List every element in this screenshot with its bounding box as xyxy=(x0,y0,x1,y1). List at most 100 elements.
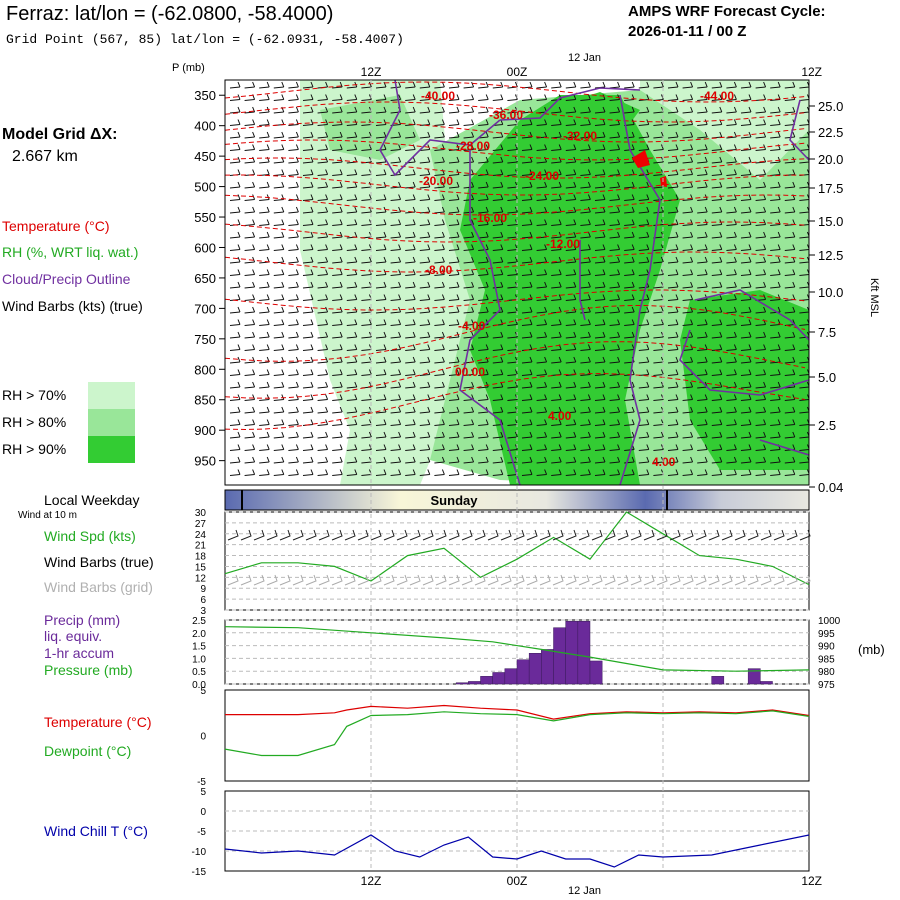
height-tick-label: 0.04 xyxy=(818,480,843,495)
wind-barb xyxy=(755,369,767,376)
wind-barb xyxy=(740,444,752,451)
wind-barb xyxy=(682,206,694,214)
wind-barb xyxy=(492,469,504,476)
precip-bar xyxy=(455,682,469,685)
wind-barb xyxy=(770,431,781,439)
wind-barb xyxy=(594,244,606,251)
surface-wind-barb-grid xyxy=(357,574,369,586)
surface-wind-barb-grid xyxy=(734,574,746,586)
wind-barb xyxy=(405,269,416,276)
wind-barb xyxy=(580,169,591,176)
wind-barb xyxy=(624,231,635,239)
wind-barb xyxy=(390,231,402,239)
wind-barb xyxy=(624,319,635,326)
wind-barb xyxy=(740,344,752,351)
pressure-tick-label: 950 xyxy=(194,454,216,469)
wind-barb xyxy=(551,181,562,189)
wind-barb xyxy=(697,231,708,239)
wind-barb xyxy=(770,156,781,164)
wind-barb xyxy=(755,394,767,401)
wind-barb xyxy=(317,244,329,251)
wind-barb xyxy=(740,81,752,89)
temperature-contour-label: -24.00 xyxy=(525,169,559,183)
wind-barb xyxy=(726,231,737,239)
wind-barb xyxy=(536,144,548,151)
wind-barb xyxy=(594,381,606,389)
surface-wind-barb-true xyxy=(617,529,629,541)
wind-speed-tick-label: 12 xyxy=(195,573,207,584)
wind-barb xyxy=(551,231,562,239)
wind-barb xyxy=(405,381,416,389)
wind-barb xyxy=(682,94,694,101)
wind-barb xyxy=(419,181,431,189)
wind-barb xyxy=(536,306,548,314)
wind-barb xyxy=(273,94,285,101)
wind-barb xyxy=(697,331,708,339)
wind-barb xyxy=(638,144,650,151)
wind-barb xyxy=(244,181,256,189)
wind-barb xyxy=(667,394,679,401)
wind-barb xyxy=(784,369,796,376)
wind-barb xyxy=(478,206,489,214)
wind-barb xyxy=(361,194,372,201)
wind-barb xyxy=(536,219,548,226)
wind-barb xyxy=(375,369,387,376)
wind-barb xyxy=(317,419,329,426)
height-tick-label: 22.5 xyxy=(818,125,843,140)
wind-barb xyxy=(463,294,475,301)
surface-wind-barb-true xyxy=(396,529,408,541)
wind-barb xyxy=(697,406,708,414)
wind-barb xyxy=(711,281,723,289)
wind-barb xyxy=(405,431,416,439)
wind-barb xyxy=(332,269,343,276)
wind-barb xyxy=(755,181,767,189)
wind-barb xyxy=(361,319,372,326)
wind-barb xyxy=(740,256,752,264)
wind-barb xyxy=(521,456,533,464)
wind-barb xyxy=(755,244,767,251)
wind-barb xyxy=(434,419,445,426)
wind-barb xyxy=(405,94,416,101)
wind-barb xyxy=(799,231,809,239)
wind-barb xyxy=(405,419,416,426)
wind-barb xyxy=(244,206,256,214)
wind-barb xyxy=(740,94,752,101)
surface-wind-barb-grid xyxy=(773,574,785,586)
wind-barb xyxy=(288,406,299,414)
wind-barb xyxy=(346,244,358,251)
wind-barb xyxy=(419,406,431,414)
wind-barb xyxy=(448,206,460,214)
wind-barb xyxy=(390,294,402,301)
wind-barb xyxy=(244,344,256,351)
wind-barb xyxy=(609,444,621,451)
wind-barb xyxy=(244,256,256,264)
wind-barb xyxy=(740,356,752,364)
temperature-contour xyxy=(225,304,806,362)
wind-barb xyxy=(638,456,650,464)
wind-barb xyxy=(288,144,299,151)
wind-barb xyxy=(740,331,752,339)
wind-barb xyxy=(259,94,270,101)
wind-barb xyxy=(346,356,358,364)
wind-barb xyxy=(536,156,548,164)
wind-barb xyxy=(726,119,737,126)
precip-tick-label: 1.0 xyxy=(192,654,206,665)
wind-barb xyxy=(390,444,402,451)
wind-barb xyxy=(551,381,562,389)
pressure-tick-label: 900 xyxy=(194,423,216,438)
wind-barb xyxy=(784,131,796,139)
legend-precip-accum: 1-hr accum xyxy=(44,645,115,661)
surface-wind-barb-true xyxy=(240,529,252,541)
wind-barb xyxy=(521,206,533,214)
wind-barb xyxy=(624,81,635,89)
wind-barb xyxy=(405,319,416,326)
pressure-axis-unit: (mb) xyxy=(858,642,885,657)
surface-wind-barb-true xyxy=(344,529,356,541)
time-tick-label: 00Z xyxy=(507,65,528,79)
surface-wind-barb-true xyxy=(760,529,772,541)
wind-barb xyxy=(740,156,752,164)
wind-barb xyxy=(419,131,431,139)
surface-wind-barb-grid xyxy=(682,574,694,586)
wind-barb xyxy=(726,394,737,401)
wind-barb xyxy=(229,356,241,364)
